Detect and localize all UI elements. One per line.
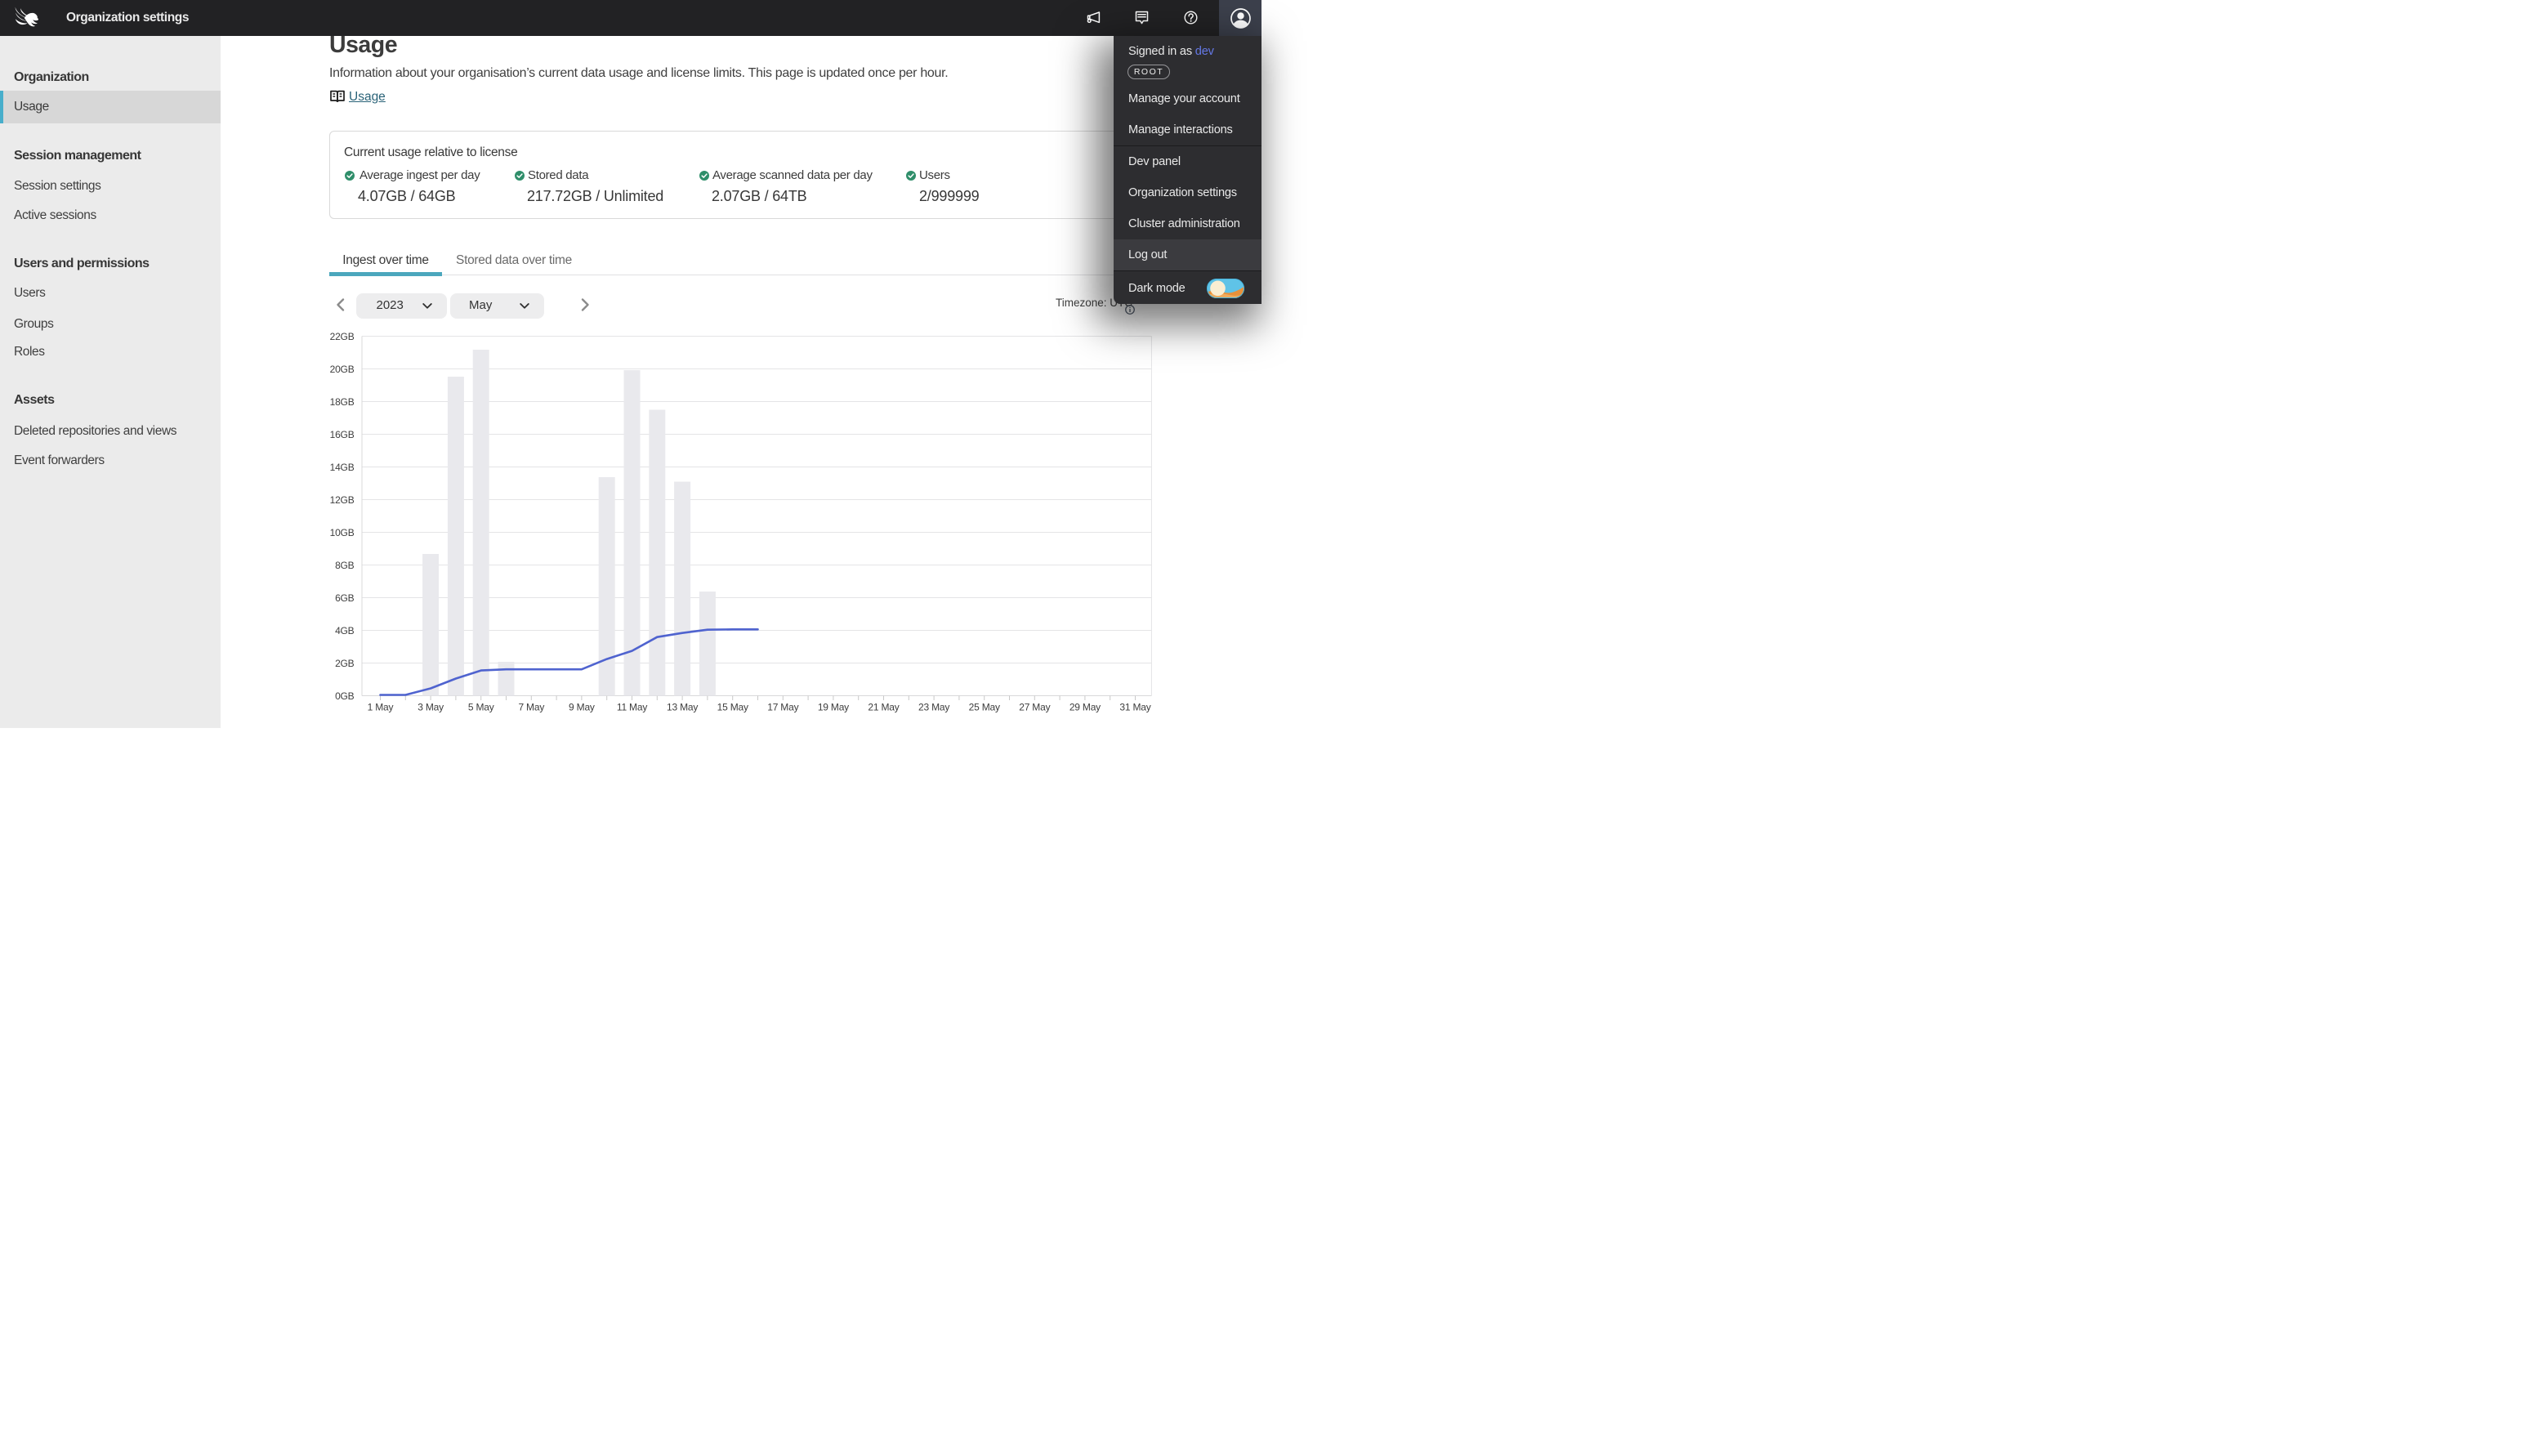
svg-text:4GB: 4GB xyxy=(335,625,355,636)
svg-text:13 May: 13 May xyxy=(667,702,698,713)
svg-text:25 May: 25 May xyxy=(969,702,1000,713)
svg-text:3 May: 3 May xyxy=(418,702,444,713)
svg-text:20GB: 20GB xyxy=(330,364,355,375)
svg-text:27 May: 27 May xyxy=(1019,702,1050,713)
svg-text:12GB: 12GB xyxy=(330,494,355,506)
svg-text:0GB: 0GB xyxy=(335,690,355,702)
svg-text:8GB: 8GB xyxy=(335,560,355,571)
svg-text:31 May: 31 May xyxy=(1119,702,1150,713)
svg-text:29 May: 29 May xyxy=(1069,702,1101,713)
svg-text:9 May: 9 May xyxy=(569,702,595,713)
svg-text:1 May: 1 May xyxy=(368,702,394,713)
svg-text:6GB: 6GB xyxy=(335,592,355,604)
svg-text:15 May: 15 May xyxy=(717,702,748,713)
svg-text:7 May: 7 May xyxy=(518,702,544,713)
svg-text:14GB: 14GB xyxy=(330,462,355,473)
svg-text:18GB: 18GB xyxy=(330,396,355,408)
svg-text:11 May: 11 May xyxy=(617,702,647,713)
svg-text:21 May: 21 May xyxy=(868,702,899,713)
svg-text:22GB: 22GB xyxy=(330,331,355,342)
svg-text:5 May: 5 May xyxy=(468,702,494,713)
svg-text:23 May: 23 May xyxy=(918,702,949,713)
svg-text:17 May: 17 May xyxy=(767,702,798,713)
svg-text:16GB: 16GB xyxy=(330,429,355,440)
svg-text:19 May: 19 May xyxy=(818,702,849,713)
svg-text:2GB: 2GB xyxy=(335,658,355,669)
svg-text:10GB: 10GB xyxy=(330,527,355,538)
